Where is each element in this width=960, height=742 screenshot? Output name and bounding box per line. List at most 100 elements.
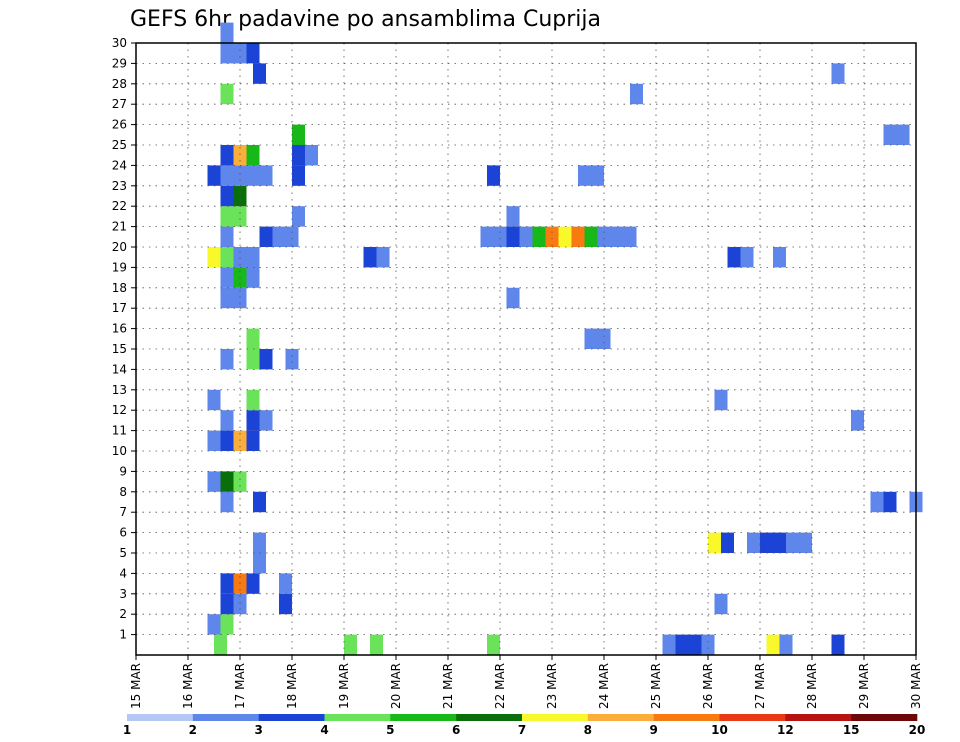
legend-swatch xyxy=(785,714,852,721)
precip-cell xyxy=(883,491,897,513)
precip-cell xyxy=(506,287,520,309)
legend-label: 4 xyxy=(320,723,328,737)
precip-cell xyxy=(246,247,260,268)
precip-cell xyxy=(220,349,234,370)
y-tick-label: 4 xyxy=(119,566,127,580)
precip-cell xyxy=(233,185,247,207)
y-tick-label: 18 xyxy=(112,281,127,295)
precip-cell xyxy=(259,226,273,247)
y-tick-label: 14 xyxy=(112,362,127,376)
precip-cell xyxy=(662,634,676,655)
legend-label: 12 xyxy=(777,723,794,737)
legend-swatch xyxy=(522,714,589,721)
precip-cell xyxy=(220,83,234,105)
precip-cell xyxy=(220,185,234,207)
precip-cell xyxy=(370,634,383,655)
legend-label: 8 xyxy=(584,723,592,737)
x-axis: 15 MAR 16 MAR 17 MAR 18 MAR 19 MAR 20 MAR 21 M… xyxy=(129,655,923,709)
legend-label: 2 xyxy=(189,723,197,737)
precip-cell xyxy=(233,165,247,186)
y-tick-label: 16 xyxy=(112,322,127,336)
x-tick-label: 28 MAR xyxy=(805,663,819,709)
y-tick-label: 10 xyxy=(112,444,127,458)
x-tick-label: 23 MAR xyxy=(545,663,559,709)
precip-cell xyxy=(233,593,247,615)
x-tick-label: 30 MAR xyxy=(909,663,923,709)
precip-cell xyxy=(253,532,266,553)
precip-cell xyxy=(220,145,234,166)
precip-cell xyxy=(701,634,715,655)
precip-cell xyxy=(305,145,318,166)
legend-label: 7 xyxy=(518,723,526,737)
precip-cell xyxy=(246,349,260,370)
precip-cell xyxy=(220,410,234,431)
y-tick-label: 21 xyxy=(112,220,127,234)
legend-swatch xyxy=(390,714,457,721)
precip-cell xyxy=(246,410,260,431)
precip-cell xyxy=(292,145,305,166)
precip-cell xyxy=(344,634,357,655)
legend-label: 3 xyxy=(254,723,262,737)
precip-cell xyxy=(519,226,533,247)
y-tick-label: 13 xyxy=(112,383,127,397)
y-tick-label: 17 xyxy=(112,301,127,315)
precip-cell xyxy=(292,206,305,227)
precip-cell xyxy=(558,226,572,247)
precip-cell xyxy=(376,247,390,268)
precip-cell xyxy=(292,165,305,186)
precip-cell xyxy=(506,226,520,247)
precip-cell xyxy=(786,532,799,553)
precip-cell xyxy=(233,145,247,166)
precip-cell xyxy=(799,532,812,553)
precip-cell xyxy=(766,634,780,655)
x-tick-label: 29 MAR xyxy=(857,663,871,709)
precip-cell xyxy=(831,63,845,84)
x-tick-label: 26 MAR xyxy=(701,663,715,709)
chart-title: GEFS 6hr padavine po ansamblima Cuprija xyxy=(130,7,601,32)
precip-cell xyxy=(831,634,845,655)
x-tick-label: 17 MAR xyxy=(233,663,247,709)
legend-label: 15 xyxy=(843,723,860,737)
y-tick-label: 29 xyxy=(112,56,127,70)
cells-layer xyxy=(207,22,923,655)
x-tick-label: 15 MAR xyxy=(129,663,143,709)
x-tick-label: 25 MAR xyxy=(649,663,663,709)
precip-cell xyxy=(708,532,721,553)
precip-cell xyxy=(220,43,234,64)
y-tick-label: 26 xyxy=(112,118,127,132)
precip-cell xyxy=(253,553,266,574)
precip-cell xyxy=(623,226,637,247)
legend-label: 5 xyxy=(386,723,394,737)
precip-cell xyxy=(721,532,734,553)
precip-cell xyxy=(883,124,897,145)
precip-cell xyxy=(207,165,221,186)
precip-cell xyxy=(630,83,643,105)
y-tick-label: 1 xyxy=(119,628,127,642)
y-tick-label: 12 xyxy=(112,403,127,417)
y-tick-label: 27 xyxy=(112,97,127,111)
precip-cell xyxy=(220,471,234,492)
precip-cell xyxy=(779,634,793,655)
y-tick-label: 8 xyxy=(119,485,127,499)
precip-cell xyxy=(220,247,234,268)
precip-cell xyxy=(610,226,624,247)
precip-cell xyxy=(760,532,773,553)
precip-cell xyxy=(246,43,260,64)
precip-cell xyxy=(584,226,598,247)
precip-cell xyxy=(207,389,221,411)
precip-cell xyxy=(207,614,221,635)
legend-label: 20 xyxy=(909,723,926,737)
precip-cell xyxy=(220,22,234,43)
precip-cell xyxy=(714,389,728,411)
precip-cell xyxy=(727,247,741,268)
precip-cell xyxy=(279,573,292,594)
precip-cell xyxy=(487,165,500,186)
precip-cell xyxy=(246,389,260,411)
precip-cell xyxy=(207,247,221,268)
precip-cell xyxy=(714,593,728,615)
precip-cell xyxy=(279,593,292,615)
precip-cell xyxy=(480,226,494,247)
precip-cell xyxy=(220,430,234,451)
precip-cell xyxy=(220,267,234,288)
